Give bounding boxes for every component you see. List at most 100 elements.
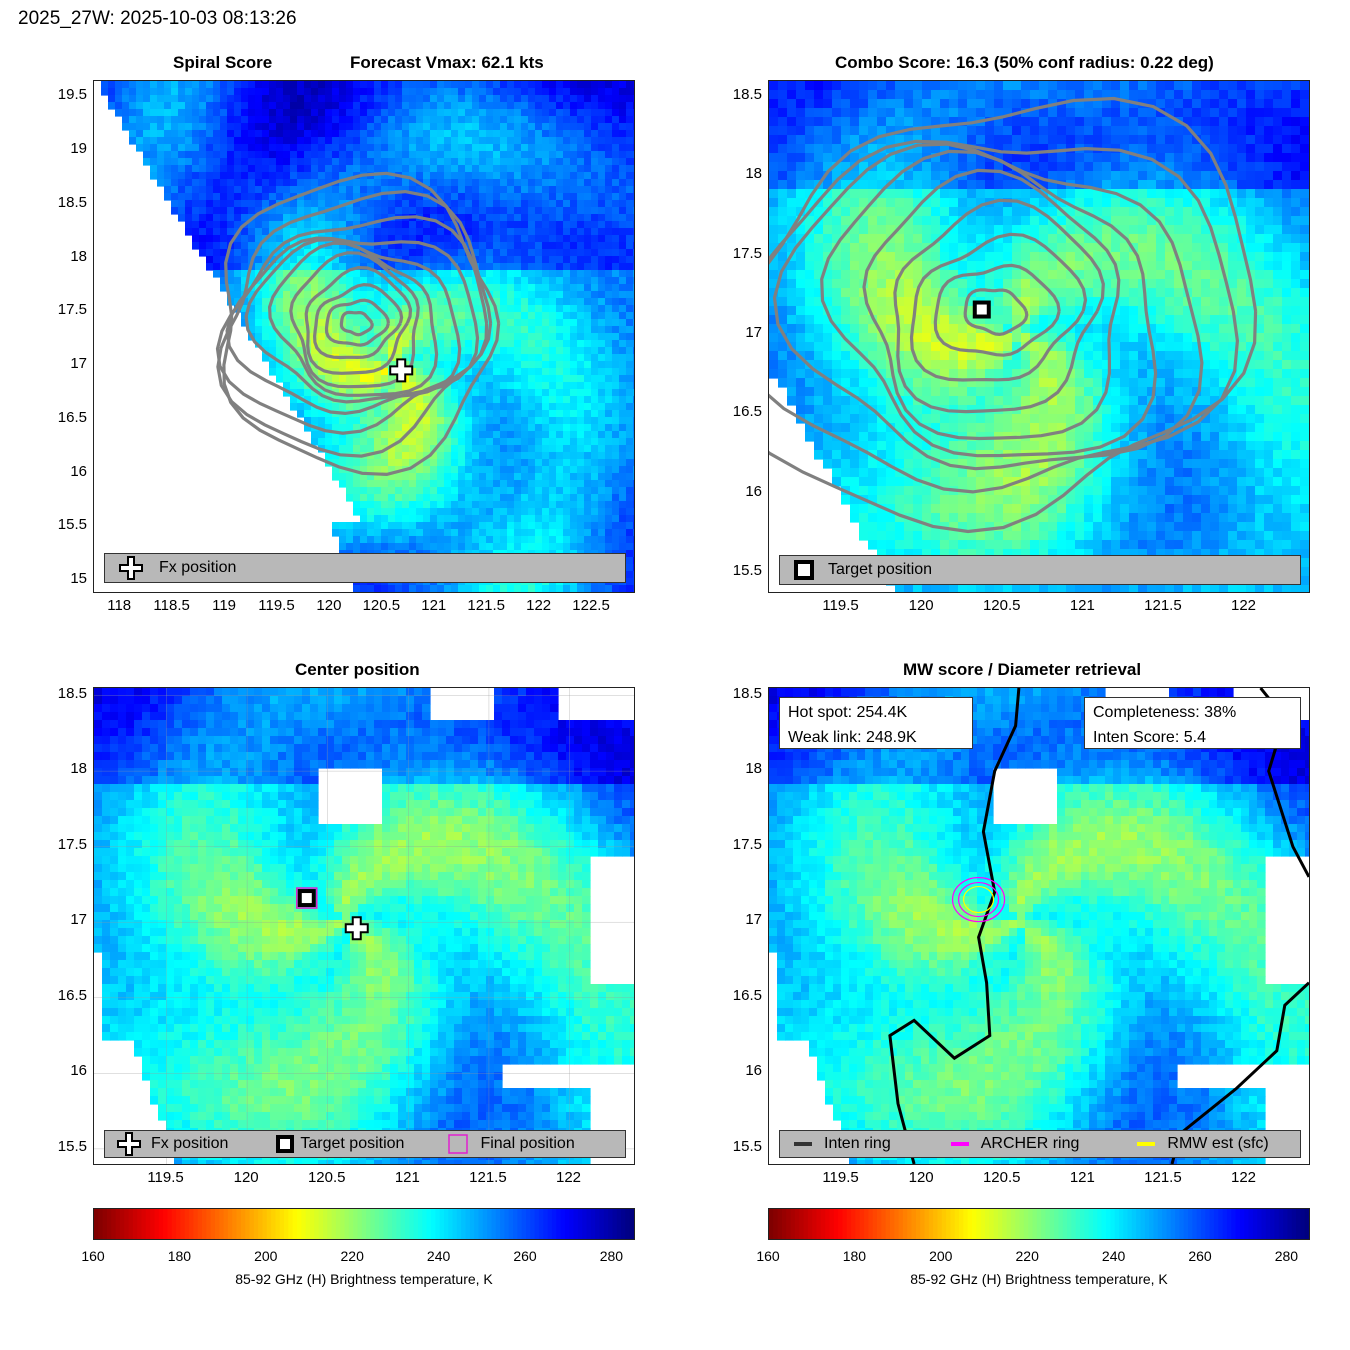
colorbar-tick-label: 200 bbox=[254, 1248, 278, 1264]
panel-title-vmax: Forecast Vmax: 62.1 kts bbox=[350, 53, 544, 72]
x-tick-label: 118.5 bbox=[153, 597, 190, 614]
panel-title-mw: MW score / Diameter retrieval bbox=[903, 660, 1142, 679]
y-tick-label: 17.5 bbox=[732, 244, 762, 262]
colorbar-tick-label: 180 bbox=[167, 1248, 192, 1264]
colorbar-tick-label: 220 bbox=[340, 1248, 364, 1264]
spiral-score-plot[interactable] bbox=[93, 80, 635, 593]
contour-line bbox=[963, 288, 1029, 337]
y-tick-label: 18 bbox=[745, 165, 762, 183]
contour-line bbox=[339, 310, 374, 337]
x-tick-label: 121 bbox=[421, 597, 447, 614]
colorbar-right bbox=[768, 1208, 1310, 1240]
panel-title-center: Center position bbox=[295, 660, 420, 679]
y-tick-label: 15 bbox=[70, 570, 87, 588]
colorbar-left-label: 85-92 GHz (H) Brightness temperature, K bbox=[235, 1271, 493, 1287]
x-tick-label: 121.5 bbox=[1144, 597, 1182, 614]
p-tl-field bbox=[101, 81, 634, 592]
x-tick-label: 121.5 bbox=[467, 597, 505, 614]
x-tick-label: 119.5 bbox=[822, 1169, 859, 1186]
colorbar-right-label: 85-92 GHz (H) Brightness temperature, K bbox=[910, 1271, 1168, 1287]
figure-title: 2025_27W: 2025-10-03 08:13:26 bbox=[18, 8, 297, 29]
center-legend: Fx position Target position Final positi… bbox=[104, 1130, 626, 1158]
x-tick-label: 119.5 bbox=[147, 1169, 184, 1186]
archer-ring bbox=[951, 876, 1006, 923]
p-br-field bbox=[769, 688, 1309, 1164]
fx-position-marker bbox=[389, 358, 414, 383]
mw-legend: Inten ring ARCHER ring RMW est (sfc) bbox=[779, 1130, 1301, 1158]
colorbar-tick-label: 240 bbox=[1101, 1248, 1126, 1264]
y-tick-label: 16 bbox=[745, 482, 762, 500]
x-tick-label: 122 bbox=[526, 597, 552, 614]
y-tick-label: 19 bbox=[70, 139, 87, 157]
weak-link-text: Weak link: 248.9K bbox=[788, 729, 917, 746]
center-position-plot[interactable] bbox=[93, 687, 635, 1165]
contour-line bbox=[933, 263, 1061, 357]
y-tick-label: 18.5 bbox=[57, 684, 87, 702]
colorbar-tick-label: 240 bbox=[426, 1248, 451, 1264]
x-tick-label: 121 bbox=[1069, 597, 1095, 614]
completeness-text: Completeness: 38% bbox=[1093, 704, 1237, 721]
coastline bbox=[888, 688, 1021, 1164]
y-tick-label: 16.5 bbox=[57, 986, 87, 1004]
contour-line bbox=[312, 282, 404, 360]
y-tick-label: 18.5 bbox=[732, 684, 762, 702]
magenta-square-icon bbox=[448, 1134, 469, 1154]
x-tick-label: 120.5 bbox=[307, 1169, 346, 1186]
target-position-marker bbox=[297, 889, 316, 908]
x-tick-label: 121.5 bbox=[469, 1169, 507, 1186]
x-tick-label: 119 bbox=[212, 597, 237, 614]
contour-line bbox=[893, 198, 1105, 414]
fx-position-marker bbox=[344, 916, 369, 941]
y-tick-label: 16 bbox=[70, 462, 87, 480]
colorbar-tick-label: 160 bbox=[81, 1248, 105, 1264]
colorbar-tick-label: 280 bbox=[1274, 1248, 1299, 1264]
magenta-line-icon bbox=[950, 1142, 969, 1146]
contour-line bbox=[324, 298, 390, 347]
x-tick-label: 122 bbox=[556, 1169, 582, 1186]
contour-line bbox=[222, 171, 501, 477]
inten-ring bbox=[957, 881, 1000, 918]
y-tick-label: 18.5 bbox=[732, 85, 762, 103]
y-tick-label: 16.5 bbox=[732, 986, 762, 1004]
y-tick-label: 17.5 bbox=[57, 301, 87, 319]
p-bl-field bbox=[94, 688, 634, 1164]
y-tick-label: 18 bbox=[745, 760, 762, 778]
x-tick-label: 118 bbox=[107, 597, 132, 614]
y-tick-label: 16.5 bbox=[732, 403, 762, 421]
combo-score-plot[interactable] bbox=[768, 80, 1310, 593]
target-position-marker bbox=[972, 300, 991, 319]
yellow-line-icon bbox=[1137, 1142, 1156, 1146]
x-tick-label: 120.5 bbox=[982, 1169, 1021, 1186]
contour-line bbox=[862, 168, 1121, 441]
colorbar-tick-label: 280 bbox=[599, 1248, 624, 1264]
legend-label-target: Target position bbox=[300, 1135, 405, 1152]
legend-label-fx: Fx position bbox=[151, 1135, 229, 1152]
completeness-info-box: Completeness: 38% Inten Score: 5.4 bbox=[1084, 697, 1301, 749]
y-tick-label: 17.5 bbox=[57, 835, 87, 853]
y-tick-label: 16 bbox=[70, 1062, 87, 1080]
contour-line bbox=[289, 251, 420, 389]
x-tick-label: 120 bbox=[316, 597, 342, 614]
y-tick-label: 17 bbox=[745, 323, 762, 341]
contour-line bbox=[304, 265, 413, 375]
colorbar-tick-label: 200 bbox=[929, 1248, 953, 1264]
x-tick-label: 119.5 bbox=[822, 597, 859, 614]
x-tick-label: 121 bbox=[394, 1169, 420, 1186]
y-tick-label: 19.5 bbox=[57, 86, 87, 104]
y-tick-label: 15.5 bbox=[732, 561, 762, 579]
y-tick-label: 15.5 bbox=[57, 1137, 87, 1155]
contour-line bbox=[769, 96, 1258, 534]
mw-score-plot[interactable] bbox=[768, 687, 1310, 1165]
y-tick-label: 15.5 bbox=[732, 1137, 762, 1155]
contour-line bbox=[215, 215, 489, 435]
y-tick-label: 18.5 bbox=[57, 193, 87, 211]
plus-icon bbox=[119, 556, 143, 580]
y-tick-label: 17 bbox=[70, 911, 87, 929]
dark-line-icon bbox=[794, 1142, 812, 1146]
combo-legend: Target position bbox=[779, 555, 1301, 585]
x-tick-label: 120.5 bbox=[982, 597, 1021, 614]
legend-label-fx: Fx position bbox=[159, 559, 237, 576]
y-tick-label: 15.5 bbox=[57, 516, 87, 534]
spiral-legend: Fx position bbox=[104, 553, 626, 583]
legend-label-final: Final position bbox=[480, 1135, 575, 1152]
